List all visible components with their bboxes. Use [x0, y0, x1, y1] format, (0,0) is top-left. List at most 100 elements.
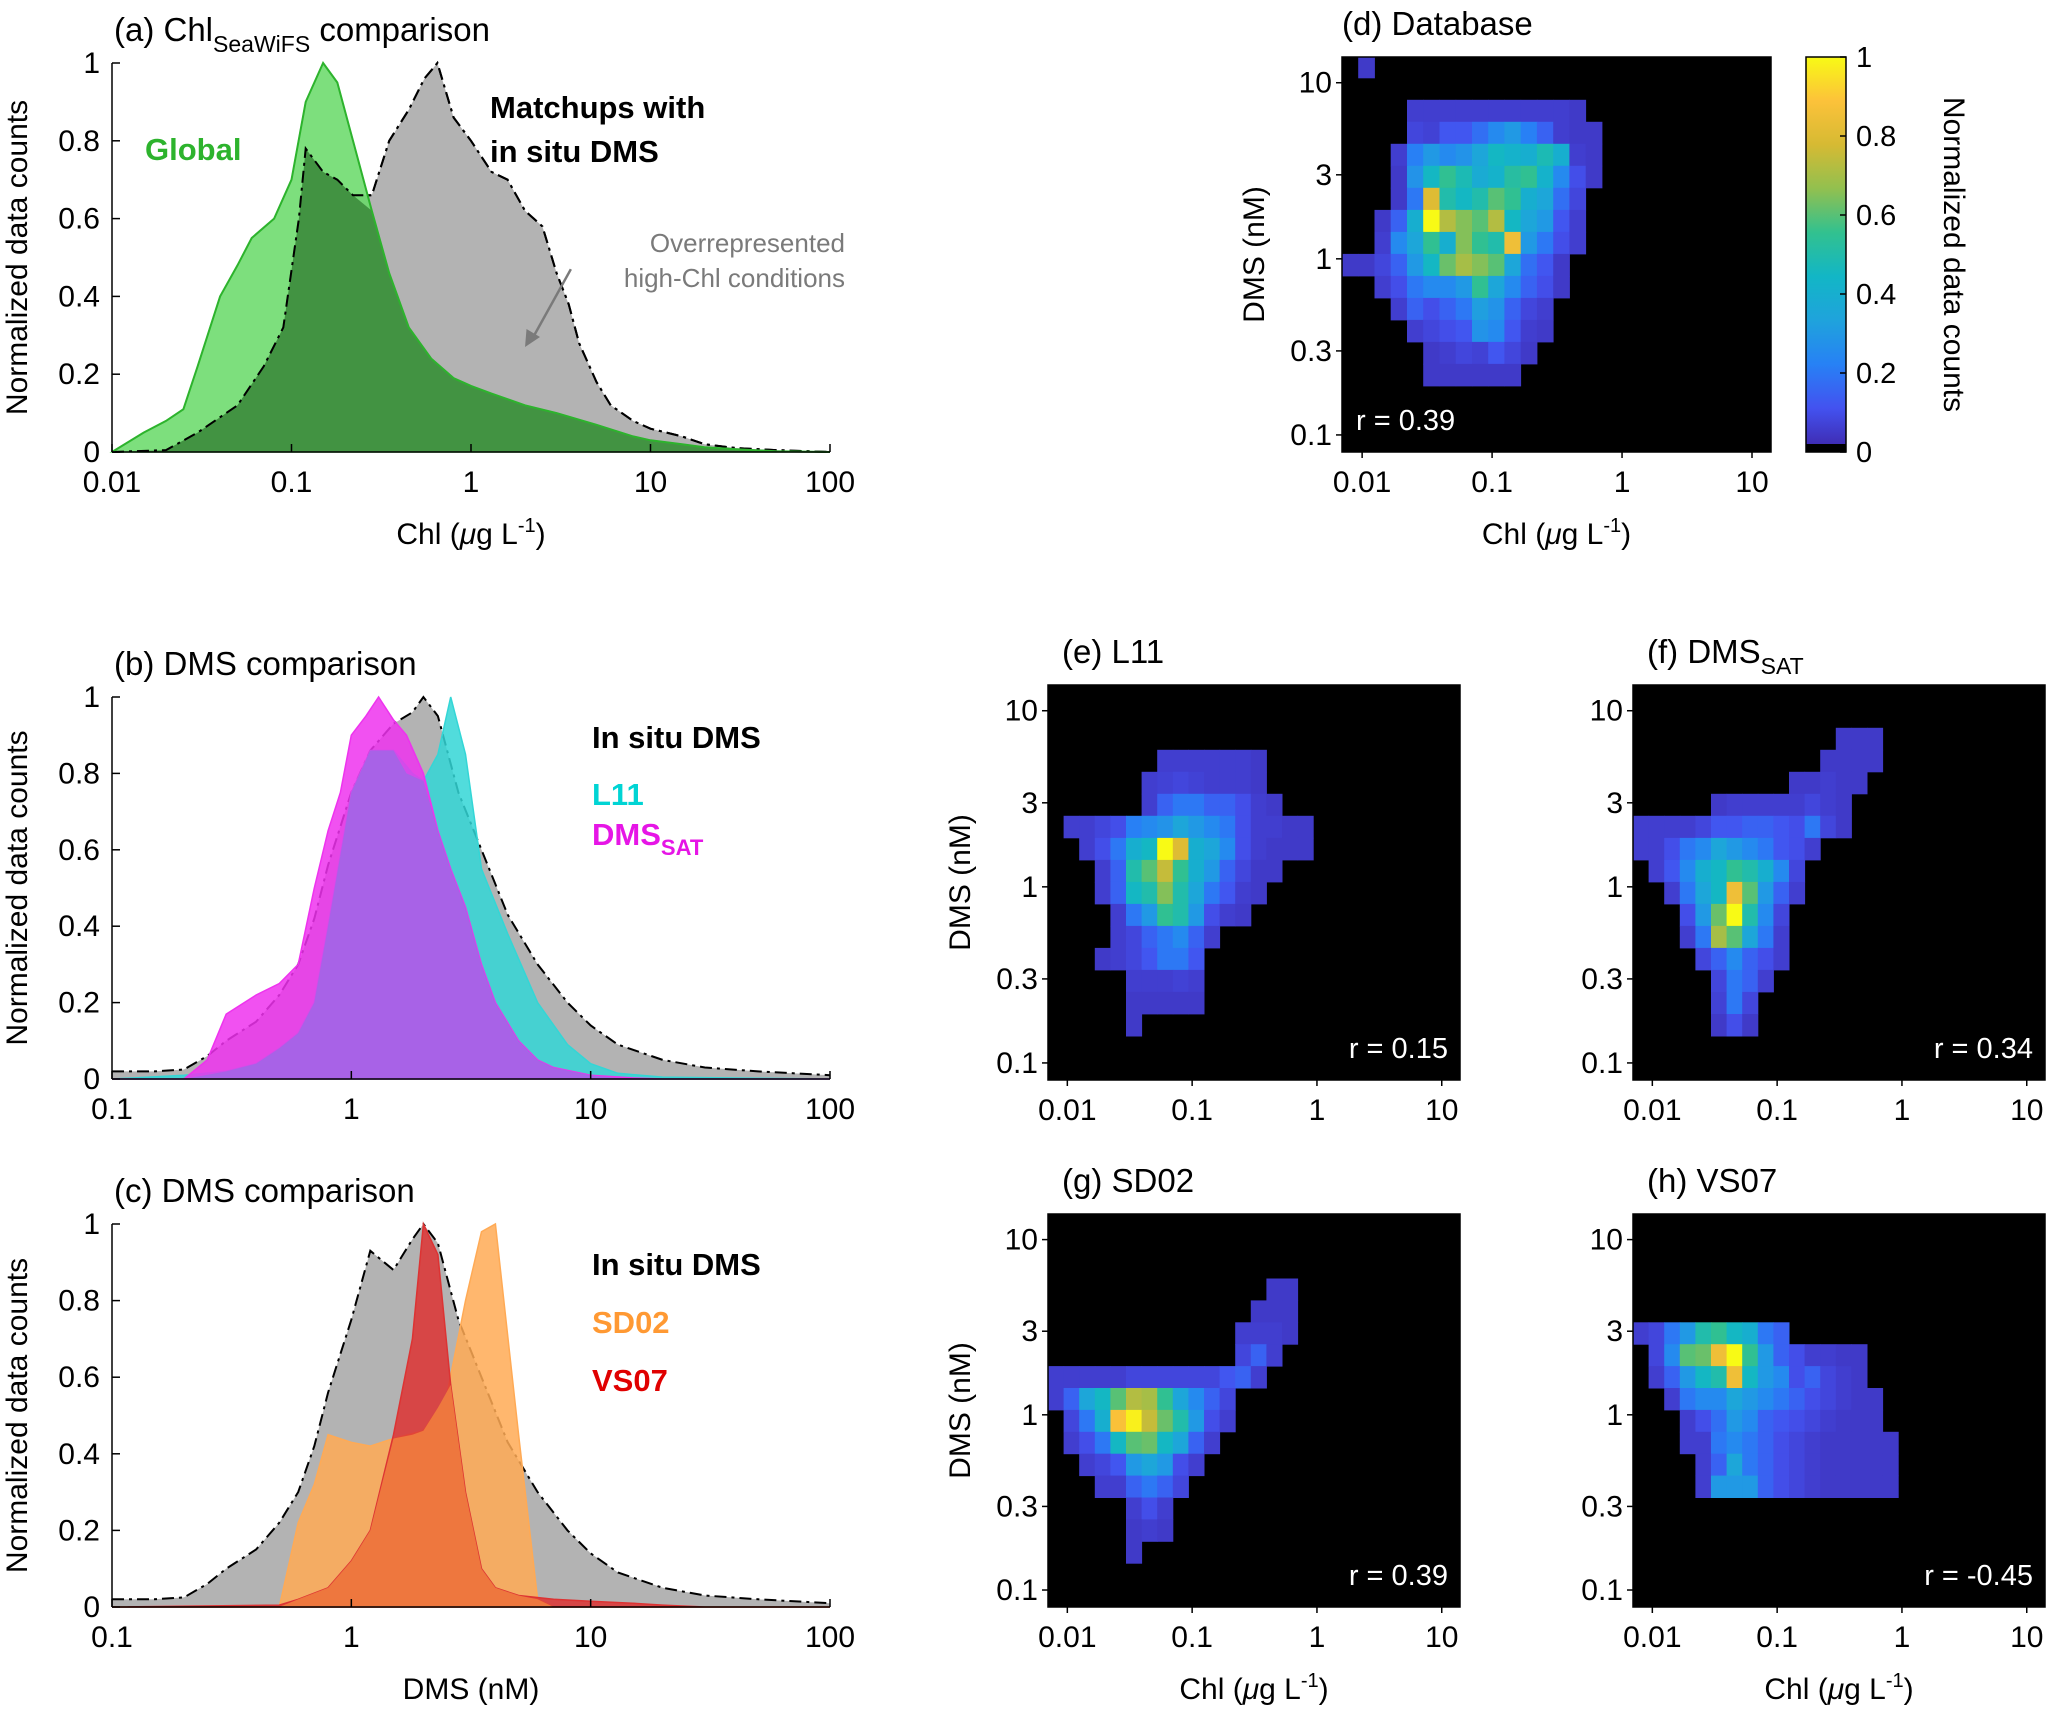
- heatmap-cell: [1188, 903, 1205, 927]
- heatmap-cell: [1726, 1431, 1743, 1455]
- heatmap-cell: [1851, 1388, 1868, 1411]
- y-tick-label-a: 0.6: [58, 203, 100, 236]
- heatmap-cell: [1804, 771, 1821, 795]
- title-c: (c) DMS comparison: [114, 1172, 415, 1209]
- x-tick-label-b: 0.1: [91, 1093, 133, 1126]
- heatmap-cell: [1851, 749, 1868, 773]
- heatmap-cell: [1757, 1431, 1774, 1455]
- heatmap-cell: [1472, 275, 1489, 299]
- heatmap-cell: [1407, 121, 1424, 145]
- heatmap-cell: [1695, 1431, 1712, 1455]
- heatmap-cell: [1711, 969, 1728, 993]
- heatmap-cell: [1773, 1322, 1790, 1345]
- heatmap-cell: [1141, 771, 1158, 795]
- heatmap-cell: [1126, 815, 1143, 839]
- heatmap-cell: [1679, 1388, 1696, 1411]
- heatmap-cell: [1390, 165, 1408, 189]
- heatmap-cell: [1773, 1453, 1790, 1477]
- frame-g: [1047, 1213, 1461, 1608]
- heatmap-cell: [1390, 275, 1408, 299]
- heatmap-cell: [1188, 793, 1205, 817]
- heatmap-cell: [1520, 341, 1538, 365]
- heatmap-cell: [1235, 749, 1252, 773]
- heatmap-cell: [1773, 837, 1790, 861]
- y-tick-label-a: 0.4: [58, 280, 100, 313]
- heatmap-cell: [1472, 363, 1489, 387]
- heatmap-cell: [1679, 903, 1696, 927]
- panel-h-xlabel-part: μ: [1827, 1673, 1844, 1706]
- heatmap-cell: [1585, 143, 1603, 167]
- heatmap-cell: [1374, 253, 1392, 277]
- y-tick-label-f: 1: [1606, 871, 1623, 904]
- heatmap-cell: [1188, 1366, 1205, 1389]
- heatmap-cell: [1695, 1344, 1712, 1367]
- heatmap-cell: [1569, 187, 1587, 211]
- heatmap-cell: [1804, 815, 1821, 839]
- y-tick-label-e: 3: [1021, 787, 1038, 820]
- title-text: (g) SD02: [1062, 1162, 1194, 1199]
- heatmap-cell: [1695, 1475, 1712, 1498]
- heatmap-cell: [1664, 859, 1681, 883]
- y-tick-label-c: 1: [83, 1208, 100, 1241]
- heatmap-cell: [1219, 1366, 1236, 1389]
- heatmap-cell: [1851, 1453, 1868, 1477]
- heatmap-cell: [1867, 749, 1884, 773]
- heatmap-cell: [1726, 1475, 1743, 1498]
- heatmap-cell: [1204, 1366, 1221, 1389]
- heatmap-cell: [1219, 815, 1236, 839]
- title-text: (h) VS07: [1647, 1162, 1777, 1199]
- title-suffix: comparison: [310, 11, 490, 48]
- heatmap-cell: [1851, 727, 1868, 751]
- heatmap-cell: [1773, 815, 1790, 839]
- heatmap-cell: [1536, 165, 1554, 189]
- heatmap-cell: [1141, 1497, 1158, 1520]
- heatmap-cell: [1804, 837, 1821, 861]
- heatmap-cell: [1742, 1388, 1759, 1411]
- heatmap-cell: [1172, 1409, 1189, 1433]
- heatmap-cell: [1157, 793, 1174, 817]
- heatmap-cell: [1536, 209, 1554, 233]
- heatmap-cell: [1126, 969, 1143, 993]
- heatmap-cell: [1851, 1431, 1868, 1455]
- title-text: (f) DMS: [1647, 633, 1761, 670]
- heatmap-cell: [1297, 815, 1314, 839]
- heatmap-cell: [1742, 1475, 1759, 1498]
- x-tick-label-b: 1: [343, 1093, 360, 1126]
- y-tick-label-a: 0.8: [58, 125, 100, 158]
- heatmap-cell: [1835, 1409, 1852, 1433]
- series-line-c-0: [112, 1222, 831, 1605]
- heatmap-cell: [1679, 1431, 1696, 1455]
- x-tick-label-c: 1: [343, 1621, 360, 1654]
- heatmap-cell: [1172, 859, 1189, 883]
- heatmap-cell: [1423, 143, 1440, 167]
- heatmap-cell: [1773, 1431, 1790, 1455]
- heatmap-cell: [1141, 881, 1158, 905]
- heatmap-cell: [1342, 253, 1359, 277]
- heatmap-cell: [1633, 1322, 1650, 1345]
- heatmap-cell: [1141, 925, 1158, 949]
- heatmap-cell: [1455, 231, 1473, 255]
- heatmap-cell: [1711, 991, 1728, 1015]
- heatmap-cell: [1569, 209, 1587, 233]
- heatmap-cell: [1126, 1475, 1143, 1498]
- heatmap-cell: [1742, 903, 1759, 927]
- heatmap-cell: [1679, 837, 1696, 861]
- heatmap-cell: [1536, 121, 1554, 145]
- heatmap-cell: [1219, 771, 1236, 795]
- heatmap-cell: [1757, 881, 1774, 905]
- heatmap-cell: [1079, 1409, 1096, 1433]
- heatmap-cell: [1742, 1409, 1759, 1433]
- heatmap-cell: [1835, 1344, 1852, 1367]
- heatmap-cell: [1374, 231, 1392, 255]
- heatmap-cell: [1188, 1453, 1205, 1477]
- heatmap-cell: [1789, 859, 1806, 883]
- heatmap-cell: [1110, 947, 1127, 971]
- heatmap-cell: [1504, 363, 1522, 387]
- heatmap-cell: [1504, 165, 1522, 189]
- heatmap-cell: [1126, 947, 1143, 971]
- heatmap-cell: [1742, 837, 1759, 861]
- heatmap-cell: [1157, 1497, 1174, 1520]
- heatmap-cell: [1439, 209, 1457, 233]
- heatmap-cell: [1711, 837, 1728, 861]
